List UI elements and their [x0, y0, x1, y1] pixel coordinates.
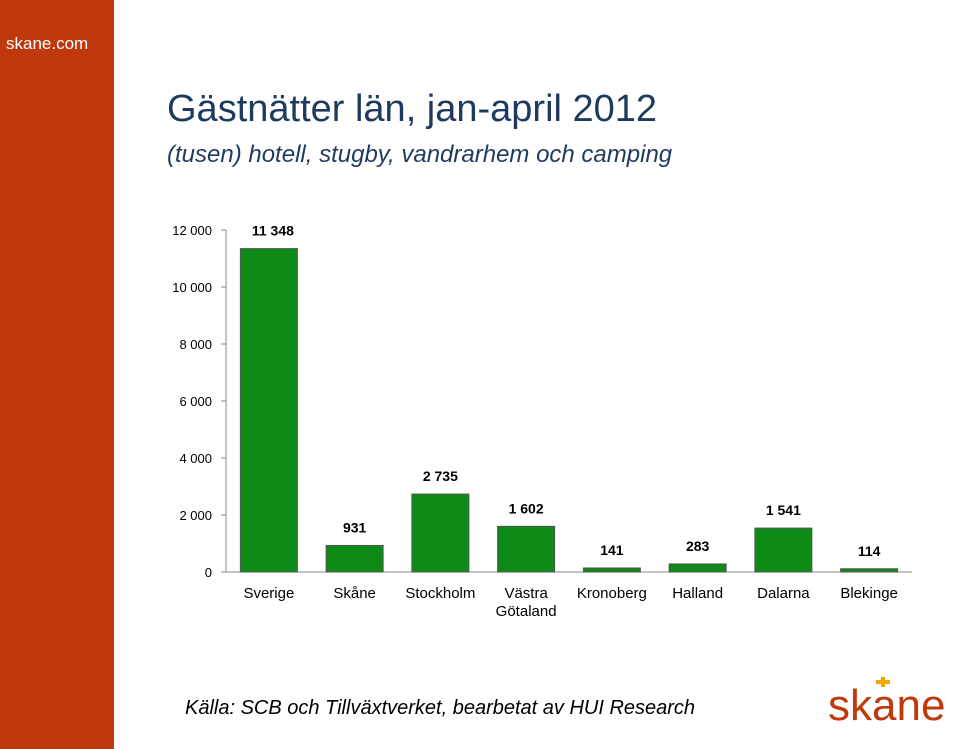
bar [754, 527, 813, 573]
logo-text: skane [828, 681, 945, 730]
bar [497, 525, 556, 573]
bar [411, 493, 470, 573]
y-tick-label: 10 000 [172, 280, 212, 295]
page-title: Gästnätter län, jan-april 2012 [167, 88, 658, 130]
data-label: 1 541 [766, 502, 801, 518]
skane-logo: skane [828, 677, 945, 730]
x-tick-label: Skåne [333, 585, 376, 602]
data-label: 283 [686, 538, 710, 554]
x-tick-label: Kronoberg [577, 585, 647, 602]
bar [325, 544, 384, 573]
bar [239, 248, 298, 573]
bar [582, 567, 641, 573]
x-tick-label: Stockholm [405, 585, 475, 602]
bar [668, 563, 727, 573]
x-tick-label: Halland [672, 585, 723, 602]
x-tick-label: Götaland [496, 603, 557, 620]
y-tick-label: 0 [205, 565, 212, 580]
source-note: Källa: SCB och Tillväxtverket, bearbetat… [185, 697, 696, 719]
data-label: 11 348 [252, 223, 294, 239]
x-tick-label: Sverige [243, 585, 294, 602]
bar [840, 568, 899, 573]
x-tick-label: Västra [504, 585, 548, 602]
site-name[interactable]: skane.com [6, 34, 89, 53]
data-label: 931 [343, 519, 367, 535]
data-label: 2 735 [423, 468, 458, 484]
page-subtitle: (tusen) hotell, stugby, vandrarhem och c… [167, 141, 673, 168]
data-label: 1 602 [509, 500, 544, 516]
y-tick-label: 2 000 [179, 508, 212, 523]
data-label: 114 [858, 543, 881, 559]
y-tick-label: 12 000 [172, 223, 212, 238]
x-tick-label: Dalarna [757, 585, 810, 602]
y-tick-label: 4 000 [179, 451, 212, 466]
y-tick-label: 8 000 [179, 337, 212, 352]
sidebar-band: skane.com [0, 0, 114, 749]
x-tick-label: Blekinge [840, 585, 898, 602]
y-tick-label: 6 000 [179, 394, 212, 409]
data-label: 141 [600, 542, 624, 558]
